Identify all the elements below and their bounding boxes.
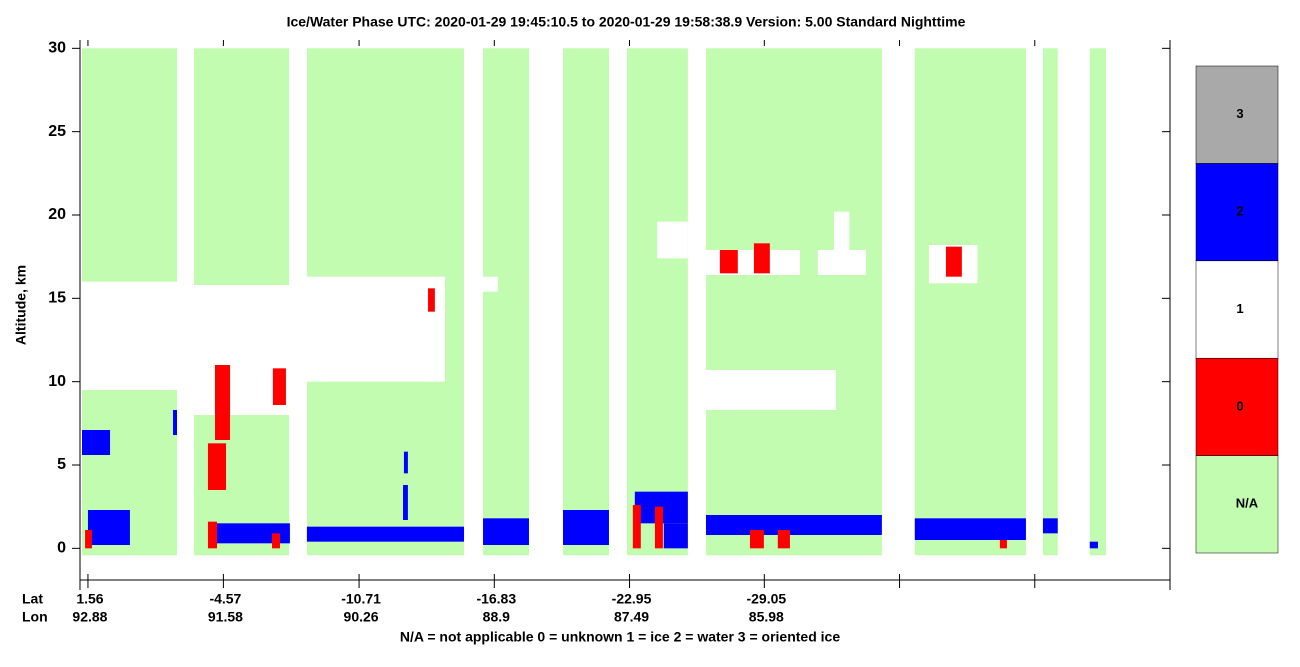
- x-tick-label: 87.49: [614, 609, 649, 625]
- phase-feature: [705, 370, 836, 410]
- phase-feature: [1042, 518, 1058, 534]
- phase-feature: [483, 518, 529, 545]
- x-tick-label: 85.98: [749, 609, 784, 625]
- y-tick-label: 15: [48, 290, 66, 307]
- phase-feature: [483, 276, 499, 292]
- phase-feature: [272, 533, 280, 549]
- x-row-name: Lat: [22, 591, 43, 607]
- y-tick-label: 5: [57, 456, 66, 473]
- colorbar-label: N/A: [1236, 496, 1259, 511]
- phase-feature: [403, 485, 408, 520]
- phase-feature: [663, 523, 688, 549]
- phase-feature: [563, 510, 609, 545]
- colorbar-swatch: [1195, 455, 1279, 554]
- colorbar-label: 3: [1236, 106, 1243, 121]
- x-tick-label: 88.9: [483, 609, 510, 625]
- phase-feature: [705, 515, 882, 535]
- data-column: [914, 48, 1026, 556]
- x-tick-label: 91.58: [208, 609, 243, 625]
- phase-feature: [173, 410, 178, 435]
- phase-feature: [999, 540, 1007, 549]
- phase-feature: [657, 221, 688, 259]
- x-tick-label: -29.05: [746, 591, 786, 607]
- data-column: [483, 48, 529, 556]
- phase-feature: [817, 250, 866, 275]
- phase-feature: [81, 281, 178, 390]
- data-column: [705, 48, 882, 556]
- phase-feature: [914, 518, 1026, 540]
- data-column: [626, 48, 688, 556]
- y-tick-label: 25: [48, 123, 66, 140]
- y-tick-label: 0: [57, 540, 66, 557]
- y-tick-label: 30: [48, 40, 66, 57]
- phase-feature: [306, 526, 465, 542]
- phase-feature: [207, 443, 227, 490]
- phase-feature: [85, 530, 92, 549]
- x-tick-label: -22.95: [612, 591, 652, 607]
- data-column: [563, 48, 609, 556]
- chart-title: Ice/Water Phase UTC: 2020-01-29 19:45:10…: [287, 14, 966, 30]
- phase-feature: [945, 246, 962, 277]
- phase-feature: [632, 505, 641, 549]
- data-column: [1089, 48, 1106, 556]
- x-tick-label: 90.26: [344, 609, 379, 625]
- colorbar-swatch: [1195, 65, 1279, 164]
- x-tick-label: 1.56: [76, 591, 103, 607]
- phase-feature: [215, 365, 231, 440]
- phase-feature: [81, 430, 111, 455]
- colorbar-label: 0: [1236, 398, 1243, 413]
- footer-legend: N/A = not applicable 0 = unknown 1 = ice…: [400, 629, 840, 645]
- y-tick-label: 20: [48, 206, 66, 223]
- x-tick-label: -10.71: [341, 591, 381, 607]
- colorbar-label: 1: [1236, 301, 1243, 316]
- phase-feature: [87, 510, 130, 545]
- phase-feature: [216, 523, 290, 544]
- phase-feature: [753, 243, 770, 274]
- phase-feature: [749, 530, 764, 549]
- phase-feature: [833, 211, 850, 250]
- phase-feature: [719, 250, 738, 274]
- phase-feature: [207, 521, 217, 549]
- phase-feature: [306, 276, 446, 382]
- y-tick-label: 10: [48, 373, 66, 390]
- x-tick-label: -16.83: [476, 591, 516, 607]
- x-tick-label: -4.57: [209, 591, 241, 607]
- x-row-name: Lon: [22, 609, 48, 625]
- data-column: [1042, 48, 1058, 556]
- phase-feature: [777, 530, 790, 549]
- colorbar-label: 2: [1236, 204, 1243, 219]
- x-tick-label: 92.88: [72, 609, 107, 625]
- phase-feature: [1089, 541, 1098, 549]
- phase-feature: [654, 506, 663, 549]
- y-axis-label: Altitude, km: [13, 265, 29, 345]
- phase-feature: [428, 288, 435, 312]
- colorbar-swatch: [1195, 357, 1279, 456]
- phase-feature: [403, 451, 408, 474]
- phase-feature: [272, 368, 286, 405]
